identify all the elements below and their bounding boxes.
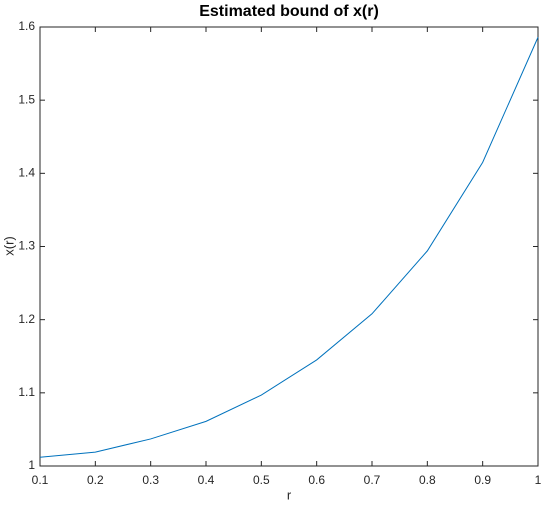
y-tick-label: 1.6 [18, 19, 35, 33]
x-tick-label: 0.2 [87, 473, 104, 487]
y-axis-label: x(r) [1, 236, 16, 256]
x-tick-label: 0.9 [474, 473, 491, 487]
x-tick-label: 0.8 [419, 473, 436, 487]
y-tick-label: 1.1 [18, 385, 35, 399]
line [39, 37, 539, 458]
y-tick-label: 1 [28, 458, 35, 472]
x-tick-label: 0.6 [308, 473, 325, 487]
x-tick-label: 0.1 [32, 473, 49, 487]
plot-box [39, 26, 539, 467]
y-tick-label: 1.4 [18, 166, 35, 180]
x-axis-label: r [287, 487, 292, 502]
chart-title: Estimated bound of x(r) [199, 3, 379, 20]
x-tick-label: 0.4 [198, 473, 215, 487]
y-tick-label: 1.2 [18, 312, 35, 326]
x-tick-label: 0.7 [364, 473, 381, 487]
y-tick-label: 1.5 [18, 92, 35, 106]
y-tick-label: 1.3 [18, 239, 35, 253]
x-tick-label: 0.3 [142, 473, 159, 487]
x-tick-label: 1 [535, 473, 542, 487]
x-tick-label: 0.5 [253, 473, 270, 487]
